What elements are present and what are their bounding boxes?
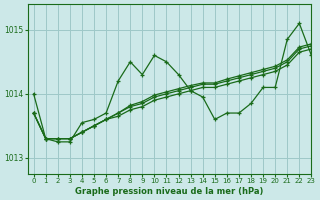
X-axis label: Graphe pression niveau de la mer (hPa): Graphe pression niveau de la mer (hPa) [75, 187, 264, 196]
